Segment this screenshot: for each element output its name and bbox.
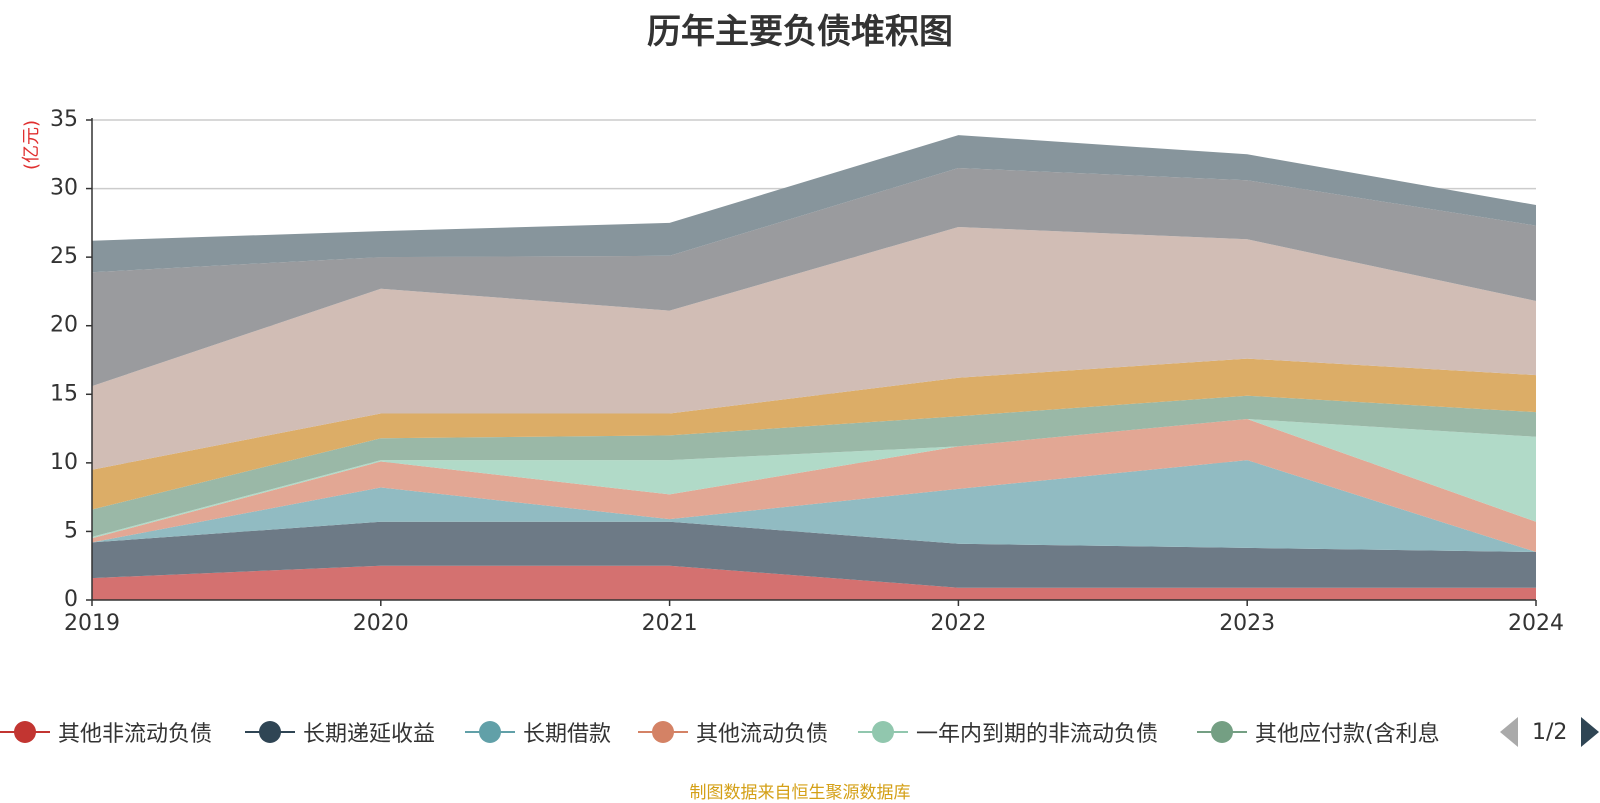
legend-label: 一年内到期的非流动负债 (916, 722, 1159, 747)
legend-item-deferred-income[interactable]: 长期递延收益 (245, 712, 435, 752)
x-tick-label: 2022 (930, 611, 986, 636)
legend-label: 其他应付款(含利息 (1255, 722, 1440, 747)
x-tick-label: 2024 (1508, 611, 1564, 636)
area-series-8[interactable] (92, 168, 1536, 387)
legend: 其他非流动负债 长期递延收益 长期借款 其他流动负债 一年内到期的非流动负债 其… (0, 712, 1600, 752)
legend-label: 其他流动负债 (696, 722, 829, 747)
area-series-group (92, 135, 1536, 600)
area-series-5[interactable] (92, 395, 1536, 537)
y-tick-label: 10 (50, 450, 78, 475)
legend-symbol (1197, 712, 1247, 752)
legend-symbol (858, 712, 908, 752)
legend-label: 长期借款 (523, 722, 612, 747)
legend-symbol (245, 712, 295, 752)
area-series-1[interactable] (92, 521, 1536, 588)
area-series-9[interactable] (92, 135, 1536, 273)
x-tick-label: 2021 (642, 611, 698, 636)
x-tick-label: 2019 (64, 611, 120, 636)
area-series-3[interactable] (92, 419, 1536, 552)
y-tick-label: 20 (50, 313, 78, 338)
legend-item-long-term-loans[interactable]: 长期借款 (465, 712, 611, 752)
y-tick-label: 25 (50, 244, 78, 269)
source-note: 制图数据来自恒生聚源数据库 (689, 783, 911, 803)
x-tick-label: 2020 (353, 611, 409, 636)
legend-label: 长期递延收益 (303, 722, 436, 747)
y-tick-label: 0 (64, 587, 78, 612)
chart-title: 历年主要负债堆积图 (647, 12, 953, 52)
legend-item-noncurrent-due-1y[interactable]: 一年内到期的非流动负债 (858, 712, 1158, 752)
legend-label: 其他非流动负债 (58, 722, 213, 747)
legend-item-other-noncurrent[interactable]: 其他非流动负债 (0, 712, 212, 752)
y-tick-label: 35 (50, 107, 78, 132)
stacked-area-chart: 0 5 10 15 20 25 30 35 2019 2020 2021 2022 2023 2024 (… (21, 107, 1564, 636)
area-series-0[interactable] (92, 565, 1536, 600)
page-indicator: 1/2 (1532, 719, 1568, 745)
legend-symbol (0, 712, 50, 752)
legend-item-other-payables[interactable]: 其他应付款(含利息 (1197, 712, 1440, 752)
area-series-7[interactable] (92, 227, 1536, 470)
area-series-2[interactable] (92, 460, 1536, 552)
y-axis-label: (亿元) (21, 120, 42, 170)
y-tick-label: 30 (50, 176, 78, 201)
area-series-6[interactable] (92, 358, 1536, 510)
legend-pager: 1/2 (1500, 712, 1600, 752)
axes: 0 5 10 15 20 25 30 35 2019 2020 2021 2022 2023 2024 (50, 107, 1564, 636)
next-page-icon[interactable] (1581, 717, 1600, 747)
y-tick-label: 15 (50, 381, 78, 406)
legend-symbol (638, 712, 688, 752)
x-tick-label: 2023 (1219, 611, 1275, 636)
y-tick-label: 5 (64, 518, 78, 543)
prev-page-icon[interactable] (1500, 717, 1518, 747)
area-series-4[interactable] (92, 419, 1536, 539)
legend-item-other-current[interactable]: 其他流动负债 (638, 712, 828, 752)
legend-symbol (465, 712, 515, 752)
